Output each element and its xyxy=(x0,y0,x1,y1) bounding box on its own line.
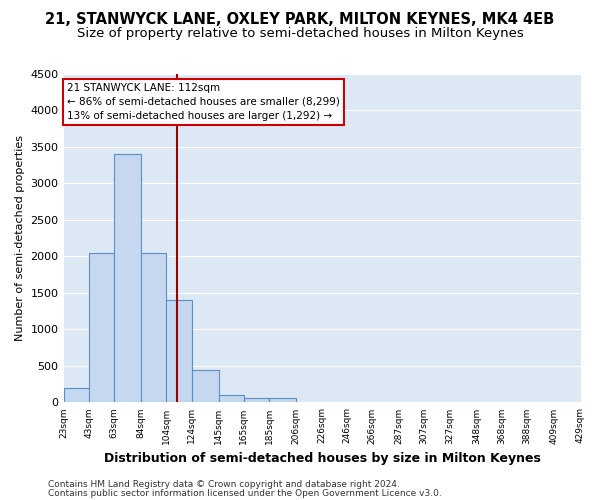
Text: Size of property relative to semi-detached houses in Milton Keynes: Size of property relative to semi-detach… xyxy=(77,28,523,40)
Text: 21, STANWYCK LANE, OXLEY PARK, MILTON KEYNES, MK4 4EB: 21, STANWYCK LANE, OXLEY PARK, MILTON KE… xyxy=(46,12,554,28)
Text: 21 STANWYCK LANE: 112sqm
← 86% of semi-detached houses are smaller (8,299)
13% o: 21 STANWYCK LANE: 112sqm ← 86% of semi-d… xyxy=(67,83,340,121)
Bar xyxy=(166,300,192,402)
Bar xyxy=(141,253,166,402)
Text: Contains HM Land Registry data © Crown copyright and database right 2024.: Contains HM Land Registry data © Crown c… xyxy=(48,480,400,489)
Text: Contains public sector information licensed under the Open Government Licence v3: Contains public sector information licen… xyxy=(48,489,442,498)
Bar xyxy=(89,253,115,402)
Y-axis label: Number of semi-detached properties: Number of semi-detached properties xyxy=(15,135,25,341)
Bar xyxy=(192,370,218,402)
Bar xyxy=(244,398,269,402)
Bar xyxy=(64,388,89,402)
Bar xyxy=(269,398,296,402)
X-axis label: Distribution of semi-detached houses by size in Milton Keynes: Distribution of semi-detached houses by … xyxy=(104,452,541,465)
Bar xyxy=(218,395,244,402)
Bar xyxy=(115,154,141,402)
